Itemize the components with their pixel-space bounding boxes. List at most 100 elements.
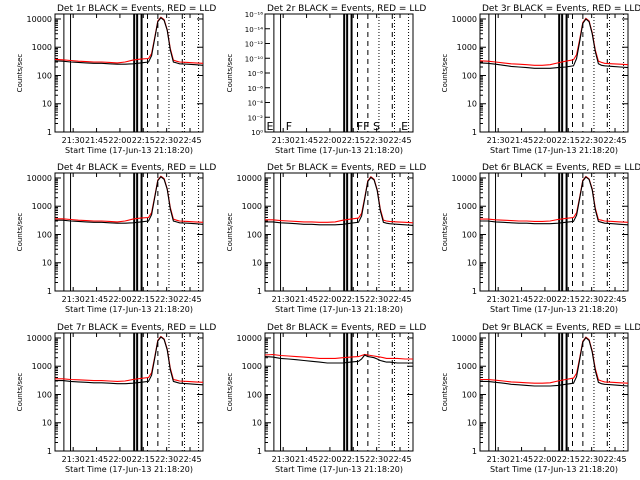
y-axis-label: Counts/sec bbox=[16, 373, 24, 412]
plot-frame bbox=[54, 172, 204, 292]
events-series-line bbox=[480, 336, 629, 387]
events-series-line bbox=[54, 17, 204, 66]
y-tick-label: 10000 bbox=[27, 15, 52, 24]
x-tick-label: 21:45 bbox=[85, 136, 108, 145]
x-tick-label: 21:30 bbox=[487, 455, 510, 464]
y-tick-label: 10 bbox=[467, 419, 477, 428]
x-tick-label: 22:30 bbox=[365, 136, 388, 145]
y-axis-label: Counts/sec bbox=[226, 373, 234, 412]
y-tick-label: 1000 bbox=[32, 43, 52, 52]
x-tick-label: 22:45 bbox=[603, 136, 626, 145]
x-axis-label: Start Time (17-Jun-13 21:18:20) bbox=[490, 465, 618, 474]
detector-panel-2: Det 2r BLACK = Events, RED = LLD 21:30 21:… bbox=[226, 4, 426, 155]
y-tick-label: 10 bbox=[467, 100, 477, 109]
y-tick-label: 10 bbox=[252, 259, 262, 268]
lld-series-line bbox=[480, 336, 629, 384]
detector-panel-8: Det 8r BLACK = Events, RED = LLD 21:30 21:… bbox=[226, 323, 426, 474]
y-tick-label: 10 bbox=[42, 100, 52, 109]
lld-series-line bbox=[55, 175, 204, 223]
x-tick-label: 22:30 bbox=[580, 295, 603, 304]
x-tick-label: 21:30 bbox=[487, 136, 510, 145]
x-tick-label: 22:30 bbox=[155, 136, 178, 145]
y-tick-label: 100 bbox=[247, 230, 262, 239]
x-tick-label: 22:30 bbox=[155, 455, 178, 464]
detector-panel-5: Det 5r BLACK = Events, RED = LLD 21:30 21:… bbox=[226, 163, 426, 314]
y-axis-label: Counts/sec bbox=[441, 373, 449, 412]
x-tick-label: 22:30 bbox=[365, 295, 388, 304]
y-tick-label: 1 bbox=[472, 447, 477, 456]
y-tick-label: 10000 bbox=[27, 334, 52, 343]
y-tick-label: 10 bbox=[42, 419, 52, 428]
x-tick-label: 22:15 bbox=[342, 136, 365, 145]
x-axis-label: Start Time (17-Jun-13 21:18:20) bbox=[275, 146, 403, 155]
x-tick-label: 21:30 bbox=[62, 455, 85, 464]
y-tick-label: 1000 bbox=[32, 202, 52, 211]
panel-title: Det 5r BLACK = Events, RED = LLD bbox=[267, 163, 426, 173]
x-axis-label: Start Time (17-Jun-13 21:18:20) bbox=[65, 305, 193, 314]
x-tick-label: 21:30 bbox=[487, 295, 510, 304]
lld-series-line bbox=[55, 335, 204, 383]
flag-label: S bbox=[373, 120, 380, 133]
x-tick-label: 22:45 bbox=[178, 136, 201, 145]
plot-frame bbox=[54, 332, 204, 452]
x-tick-label: 22:00 bbox=[108, 136, 131, 145]
x-tick-label: 22:15 bbox=[557, 455, 580, 464]
y-tick-label: 1000 bbox=[242, 202, 262, 211]
y-tick-label: 1000 bbox=[457, 202, 477, 211]
y-tick-label: 10 bbox=[467, 259, 477, 268]
y-tick-label: 10 bbox=[252, 419, 262, 428]
lld-series-line bbox=[264, 353, 413, 360]
plot-frame bbox=[479, 13, 629, 133]
flag-label: FF bbox=[357, 120, 370, 133]
x-tick-label: 22:00 bbox=[533, 295, 556, 304]
y-tick-label: 10⁻¹² bbox=[245, 41, 263, 49]
y-axis-label: Counts/sec bbox=[226, 213, 234, 252]
x-tick-label: 22:30 bbox=[155, 295, 178, 304]
y-tick-label: 100 bbox=[37, 390, 52, 399]
x-tick-label: 22:45 bbox=[178, 295, 201, 304]
x-tick-label: 22:15 bbox=[557, 295, 580, 304]
events-series-line bbox=[480, 176, 629, 226]
lld-series-line bbox=[480, 175, 629, 223]
x-tick-label: 22:15 bbox=[132, 295, 155, 304]
plot-frame bbox=[264, 13, 414, 133]
plot-frame bbox=[264, 332, 414, 452]
panel-title: Det 6r BLACK = Events, RED = LLD bbox=[482, 163, 640, 173]
detector-panel-6: Det 6r BLACK = Events, RED = LLD 21:30 21:… bbox=[441, 163, 640, 314]
x-axis-label: Start Time (17-Jun-13 21:18:20) bbox=[275, 305, 403, 314]
x-tick-label: 21:45 bbox=[85, 455, 108, 464]
panel-title: Det 8r BLACK = Events, RED = LLD bbox=[267, 323, 426, 333]
flag-label: E bbox=[401, 120, 408, 133]
plot-frame bbox=[264, 172, 414, 292]
y-axis-label: Counts/sec bbox=[226, 54, 234, 93]
y-tick-label: 1 bbox=[472, 287, 477, 296]
y-tick-label: 1000 bbox=[457, 362, 477, 371]
y-tick-label: 1000 bbox=[242, 362, 262, 371]
x-tick-label: 22:00 bbox=[318, 295, 341, 304]
flag-label: E bbox=[266, 120, 273, 133]
y-tick-label: 1000 bbox=[457, 43, 477, 52]
y-tick-label: 10⁻⁶ bbox=[248, 85, 264, 93]
x-tick-label: 21:45 bbox=[295, 136, 318, 145]
x-tick-label: 22:00 bbox=[533, 455, 556, 464]
y-tick-label: 1 bbox=[47, 287, 52, 296]
y-tick-label: 10 bbox=[42, 259, 52, 268]
y-tick-label: 10000 bbox=[452, 334, 477, 343]
y-tick-label: 1 bbox=[47, 128, 52, 137]
x-tick-label: 22:15 bbox=[132, 136, 155, 145]
x-tick-label: 22:45 bbox=[603, 455, 626, 464]
detector-panel-1: Det 1r BLACK = Events, RED = LLD 21:30 21:… bbox=[16, 4, 216, 155]
y-tick-label: 10⁻² bbox=[248, 114, 264, 122]
x-tick-label: 22:00 bbox=[533, 136, 556, 145]
x-tick-label: 22:15 bbox=[342, 455, 365, 464]
x-tick-label: 22:00 bbox=[318, 136, 341, 145]
panel-title: Det 3r BLACK = Events, RED = LLD bbox=[482, 4, 640, 14]
x-tick-label: 21:45 bbox=[510, 295, 533, 304]
lld-series-line bbox=[265, 176, 414, 224]
x-axis-label: Start Time (17-Jun-13 21:18:20) bbox=[490, 146, 618, 155]
detector-panel-7: Det 7r BLACK = Events, RED = LLD 21:30 21:… bbox=[16, 323, 216, 474]
y-tick-label: 100 bbox=[37, 230, 52, 239]
y-tick-label: 1 bbox=[257, 447, 262, 456]
x-axis-label: Start Time (17-Jun-13 21:18:20) bbox=[275, 465, 403, 474]
